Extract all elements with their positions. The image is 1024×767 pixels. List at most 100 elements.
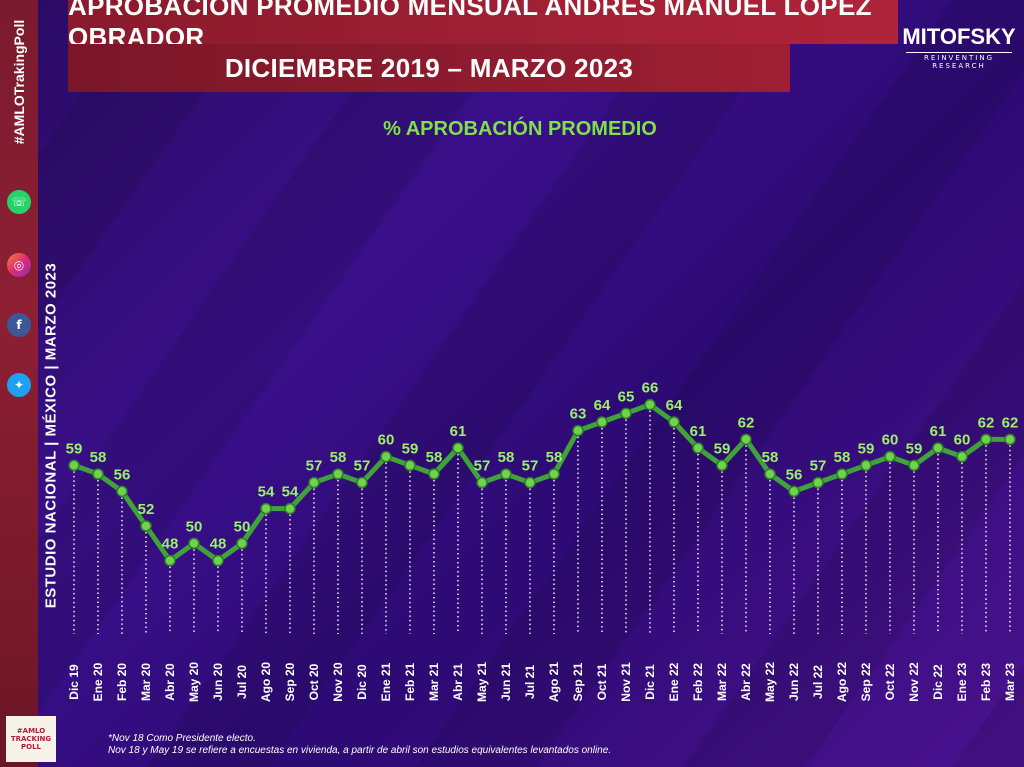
data-label: 62 [738, 414, 755, 431]
brand-tagline: REINVENTING RESEARCH [906, 52, 1012, 70]
subtitle-bar: DICIEMBRE 2019 – MARZO 2023 [68, 44, 790, 92]
x-tick-label: Ago 21 [547, 662, 561, 702]
x-tick-label: Oct 20 [307, 663, 321, 700]
x-tick-label: Dic 22 [931, 664, 945, 700]
x-tick-label: Sep 20 [283, 662, 297, 701]
data-point [524, 476, 536, 489]
data-point [308, 476, 320, 489]
tracking-poll-badge: #AMLO TRACKING POLL [6, 716, 56, 762]
x-tick-label: Sep 22 [859, 662, 873, 701]
x-tick-label: Jun 20 [211, 663, 225, 701]
data-label: 65 [618, 388, 635, 405]
data-label: 58 [498, 449, 515, 466]
data-label: 54 [258, 484, 275, 501]
data-label: 58 [546, 449, 563, 466]
data-point [692, 442, 704, 454]
data-point [716, 459, 728, 472]
data-point [332, 468, 344, 480]
x-tick-label: Mar 23 [1003, 663, 1017, 701]
data-point [212, 554, 224, 567]
data-label: 59 [66, 440, 83, 457]
x-tick-label: Sep 21 [571, 662, 585, 701]
x-tick-label: Feb 21 [403, 663, 417, 701]
x-tick-label: Feb 20 [115, 663, 129, 701]
data-label: 56 [786, 466, 803, 483]
data-point [644, 398, 656, 411]
x-tick-label: Nov 21 [619, 662, 633, 702]
data-label: 54 [282, 484, 299, 501]
x-tick-label: Mar 21 [427, 663, 441, 701]
x-tick-label: Feb 23 [979, 663, 993, 701]
hashtag-label: #AMLOTrakingPoll [0, 12, 38, 152]
approval-line-chart: 59 58 56 52 48 50 48 50 54 54 57 58 57 60 59 58 61 57 58 57… [66, 380, 1019, 702]
data-label: 57 [354, 458, 371, 475]
data-point [572, 424, 584, 437]
x-tick-label: Jul 21 [523, 665, 537, 699]
x-tick-label: Ene 21 [379, 662, 393, 701]
data-point [836, 468, 848, 480]
study-label-text: ESTUDIO NACIONAL | MÉXICO | MARZO 2023 [42, 262, 60, 608]
data-point [380, 450, 392, 463]
x-tick-label: Ene 22 [667, 662, 681, 701]
x-tick-label: Jun 22 [787, 663, 801, 701]
whatsapp-icon[interactable]: ☏ [7, 190, 31, 214]
data-point [788, 485, 800, 498]
brand-logo: MITOFSKY REINVENTING RESEARCH [900, 6, 1018, 70]
data-label: 58 [426, 449, 443, 466]
x-tick-label: Oct 21 [595, 663, 609, 700]
data-label: 57 [522, 458, 539, 475]
data-label: 66 [642, 380, 659, 397]
x-tick-label: Nov 20 [331, 662, 345, 702]
data-label: 58 [762, 449, 779, 466]
data-point [500, 468, 512, 480]
data-label: 59 [906, 440, 923, 457]
x-tick-label: Dic 20 [355, 664, 369, 700]
data-point [476, 476, 488, 489]
x-tick-label: May 22 [763, 662, 777, 702]
data-point [428, 468, 440, 480]
data-label: 64 [666, 397, 683, 414]
data-label: 58 [834, 449, 851, 466]
x-tick-label: Abr 20 [163, 663, 177, 701]
data-point [140, 520, 152, 532]
data-point [668, 416, 680, 428]
x-tick-label: Nov 22 [907, 662, 921, 702]
data-label: 59 [402, 440, 419, 457]
data-label: 52 [138, 501, 155, 518]
x-tick-label: Feb 22 [691, 663, 705, 701]
data-point [284, 502, 296, 515]
x-tick-label: Jun 21 [499, 663, 513, 701]
data-label: 58 [90, 449, 107, 466]
brand-name: MITOFSKY [902, 24, 1016, 49]
data-point [236, 537, 248, 550]
data-label: 58 [330, 449, 347, 466]
data-label: 62 [1002, 414, 1019, 431]
data-label: 59 [714, 440, 731, 457]
series-line [73, 402, 1010, 564]
data-label: 48 [210, 536, 227, 553]
instagram-icon[interactable]: ◎ [7, 253, 31, 277]
facebook-icon[interactable]: f [7, 313, 31, 337]
footnote-line2: Nov 18 y May 19 se refiere a encuestas e… [108, 745, 612, 756]
x-tick-label: Oct 22 [883, 663, 897, 700]
data-label: 50 [234, 518, 251, 535]
footnote: *Nov 18 Como Presidente electo. Nov 18 y… [108, 733, 611, 757]
x-tick-label: Abr 21 [451, 663, 465, 701]
data-label: 56 [114, 466, 131, 483]
x-tick-label: May 21 [475, 662, 489, 702]
twitter-icon[interactable]: ✦ [7, 373, 31, 397]
data-point [1004, 433, 1016, 446]
data-point [740, 433, 752, 446]
data-point [812, 476, 824, 489]
data-point [932, 442, 944, 454]
data-label: 60 [954, 432, 971, 449]
x-tick-label: Ago 22 [835, 662, 849, 702]
data-label: 57 [474, 458, 491, 475]
data-point [764, 468, 776, 480]
x-tick-label: Ene 20 [91, 662, 105, 701]
x-tick-label: Mar 22 [715, 663, 729, 701]
data-label: 59 [858, 440, 875, 457]
x-tick-label: May 20 [187, 662, 201, 702]
data-label: 61 [450, 423, 467, 440]
data-point [908, 459, 920, 472]
